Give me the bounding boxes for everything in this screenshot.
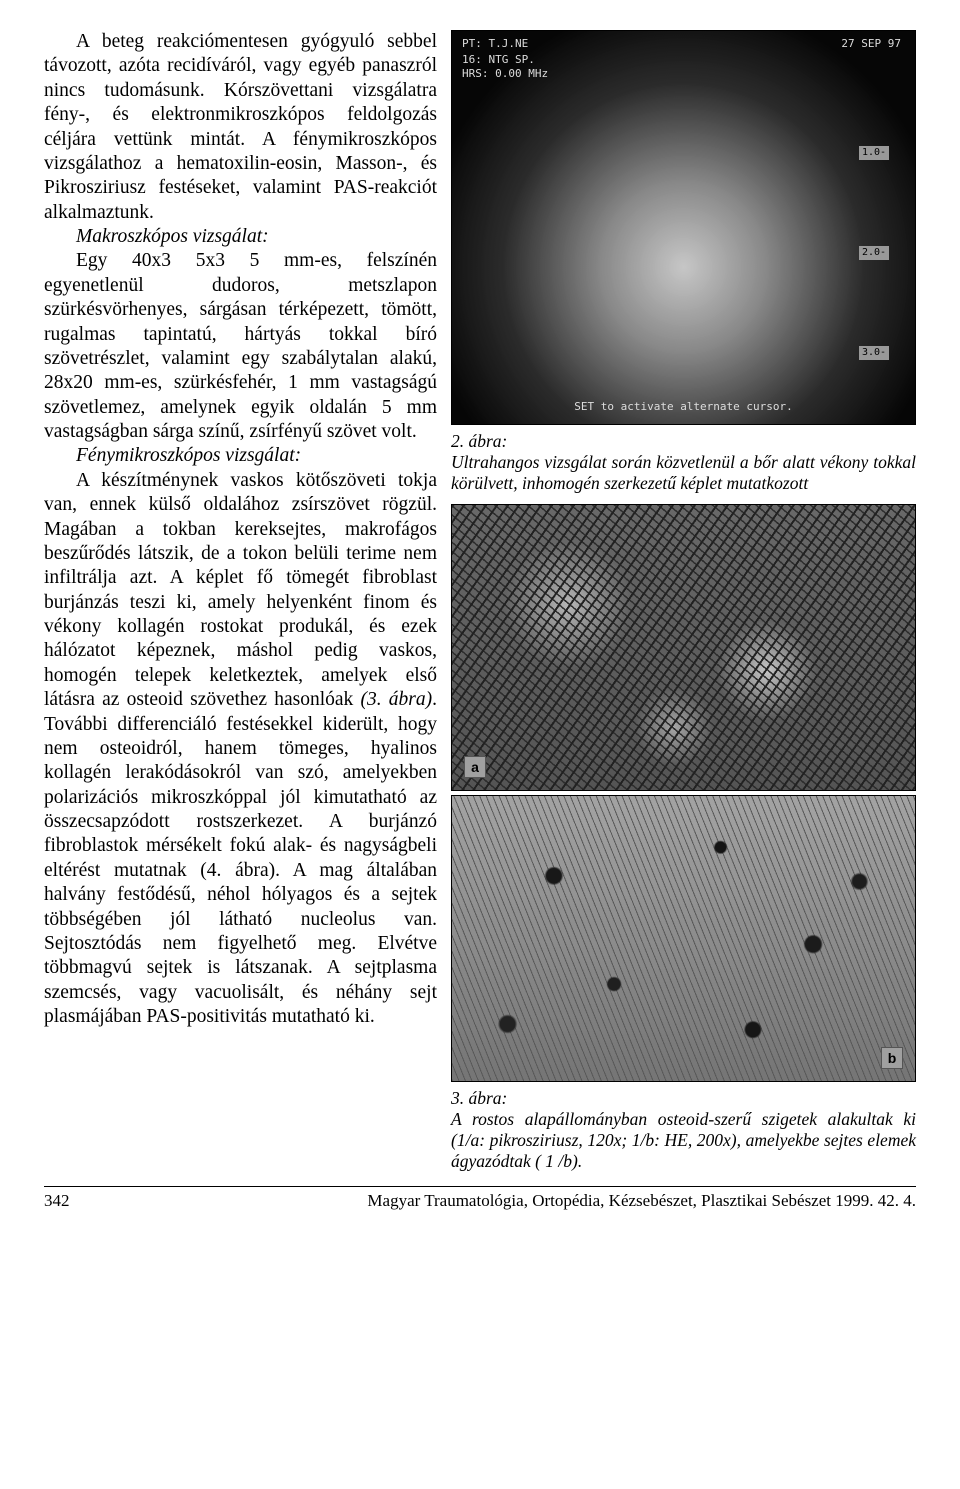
- figure-2-label: 2. ábra:: [451, 431, 916, 452]
- page-footer: 342 Magyar Traumatológia, Ortopédia, Kéz…: [44, 1186, 916, 1211]
- panel-a-label: a: [464, 756, 486, 778]
- ultrasound-label-patient: PT: T.J.NE: [462, 37, 528, 51]
- ultrasound-label-param1: 16: NTG SP.: [462, 53, 535, 67]
- figure-3-label: 3. ábra:: [451, 1088, 916, 1109]
- figure-2-caption-text: Ultrahangos vizsgálat során közvetlenül …: [451, 452, 916, 493]
- ultrasound-label-bottom: SET to activate alternate cursor.: [574, 400, 793, 414]
- figure-3-caption-text: A rostos alapállományban osteoid-szerű s…: [451, 1109, 916, 1171]
- figure-3-panel-a: a: [451, 504, 916, 791]
- scale-marker-3: 3.0-: [859, 346, 889, 360]
- page-number: 342: [44, 1191, 70, 1211]
- figure-3-caption: 3. ábra: A rostos alapállományban osteoi…: [451, 1088, 916, 1172]
- figure-3: a b 3. ábra: A rostos alapállományban os…: [451, 504, 916, 1172]
- scale-marker-2: 2.0-: [859, 246, 889, 260]
- scale-marker-1: 1.0-: [859, 146, 889, 160]
- panel-b-label: b: [881, 1047, 903, 1069]
- figure-3-panel-b: b: [451, 795, 916, 1082]
- figure-2-caption: 2. ábra: Ultrahangos vizsgálat során köz…: [451, 431, 916, 494]
- figure-2-image: PT: T.J.NE 27 SEP 97 16: NTG SP. HRS: 0.…: [451, 30, 916, 425]
- journal-citation: Magyar Traumatológia, Ortopédia, Kézsebé…: [367, 1191, 916, 1211]
- article-body: PT: T.J.NE 27 SEP 97 16: NTG SP. HRS: 0.…: [44, 30, 916, 1172]
- figure-2: PT: T.J.NE 27 SEP 97 16: NTG SP. HRS: 0.…: [451, 30, 916, 494]
- ultrasound-label-date: 27 SEP 97: [841, 37, 901, 51]
- ultrasound-label-param2: HRS: 0.00 MHz: [462, 67, 548, 81]
- figure-3-reference: (3. ábra): [360, 689, 432, 710]
